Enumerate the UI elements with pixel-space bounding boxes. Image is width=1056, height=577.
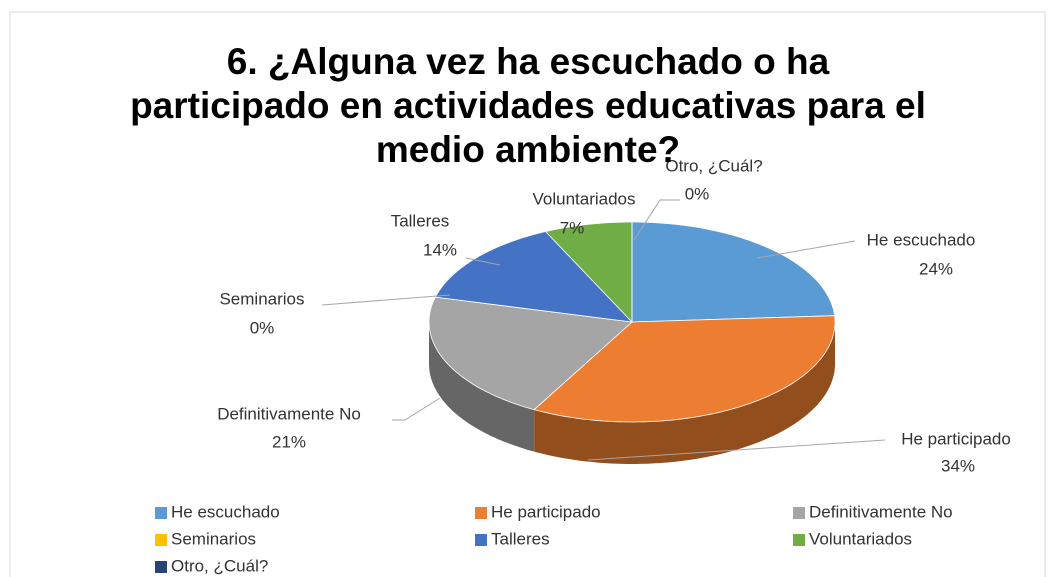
leader-line [756, 240, 856, 259]
data-label-value: 21% [272, 432, 306, 451]
legend-label: He participado [491, 502, 601, 521]
legend-swatch [475, 534, 487, 546]
legend-label: Seminarios [171, 529, 256, 548]
slice-side [429, 322, 535, 452]
data-label-value: 7% [560, 218, 585, 237]
leader-line [633, 199, 680, 241]
legend-label: Talleres [491, 529, 550, 548]
leader-line [321, 294, 451, 306]
leader-line [465, 257, 501, 266]
legend-label: Definitivamente No [809, 502, 953, 521]
legend-label: He escuchado [171, 502, 280, 521]
data-label-name: Seminarios [219, 289, 304, 308]
data-label-name: Otro, ¿Cuál? [665, 156, 762, 175]
legend-swatch [155, 507, 167, 519]
data-label-value: 0% [685, 184, 710, 203]
data-label-value: 0% [250, 318, 275, 337]
legend-swatch [793, 534, 805, 546]
legend-swatch [155, 534, 167, 546]
data-label-value: 34% [941, 456, 975, 475]
slice [434, 231, 634, 323]
slice [544, 221, 633, 323]
legend-swatch [155, 561, 167, 573]
legend-swatch [793, 507, 805, 519]
slice [428, 296, 633, 411]
data-label-name: Voluntariados [532, 189, 635, 208]
data-label-name: Definitivamente No [217, 404, 361, 423]
legend-label: Voluntariados [809, 529, 912, 548]
chart-title: 6. ¿Alguna vez ha escuchado o ha partici… [130, 41, 937, 170]
legend-swatch [475, 507, 487, 519]
slice [631, 221, 836, 323]
data-label-name: He escuchado [867, 230, 976, 249]
data-label-value: 24% [919, 259, 953, 278]
data-label-name: He participado [901, 429, 1011, 448]
data-label-name: Talleres [391, 211, 450, 230]
leader-line [587, 439, 886, 461]
data-label-value: 14% [423, 240, 457, 259]
slice-side [534, 322, 835, 464]
legend-label: Otro, ¿Cuál? [171, 556, 268, 575]
leader-line [392, 397, 441, 421]
